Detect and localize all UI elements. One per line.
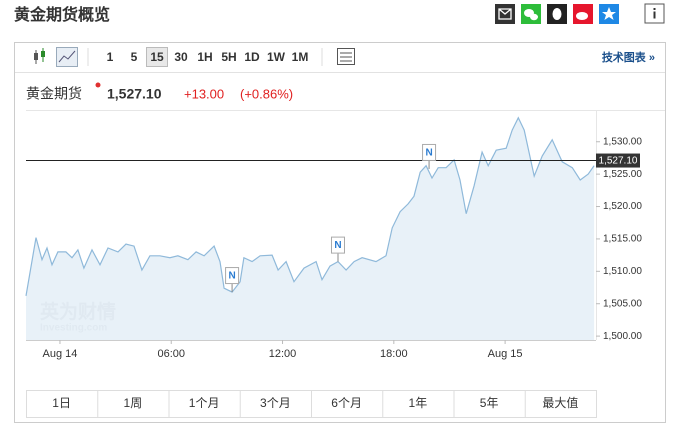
interval-button[interactable]: 1M — [292, 50, 309, 64]
line-glyph — [58, 50, 76, 63]
range-button[interactable]: 1周 — [124, 396, 143, 410]
x-tick-label: Aug 14 — [43, 348, 78, 360]
news-flag-label[interactable]: N — [228, 271, 235, 282]
current-price-tag — [596, 153, 640, 168]
news-flag-label[interactable]: N — [334, 240, 341, 251]
news-flag[interactable] — [225, 267, 240, 285]
x-tick-label: 18:00 — [380, 348, 408, 360]
interval-button[interactable]: 1 — [107, 50, 114, 64]
interval-button[interactable]: 1W — [267, 50, 286, 64]
interval-button[interactable]: 30 — [174, 50, 188, 64]
interval-button[interactable]: 1D — [244, 50, 260, 64]
news-flag-label[interactable]: N — [425, 148, 432, 159]
range-button[interactable]: 3个月 — [260, 396, 291, 410]
quote-price: 1,527.10 — [107, 86, 162, 102]
range-button[interactable]: 1年 — [409, 396, 428, 410]
mail-glyph — [498, 8, 512, 20]
candle-glyph — [41, 51, 45, 57]
share-icons[interactable] — [495, 3, 665, 24]
candle-glyph — [34, 53, 38, 60]
y-tick-label: 1,525.00 — [603, 169, 642, 180]
current-price-label: 1,527.10 — [599, 156, 638, 167]
quote-name: 黄金期货 — [26, 86, 82, 102]
interval-button[interactable]: 5 — [131, 50, 138, 64]
y-tick-label: 1,500.00 — [603, 331, 642, 342]
qq-glyph — [552, 8, 562, 20]
news-flag[interactable] — [422, 143, 437, 161]
range-button[interactable]: 1日 — [52, 396, 71, 410]
y-tick-label: 1,505.00 — [603, 298, 642, 309]
interval-selected[interactable] — [146, 47, 168, 67]
x-tick-label: 12:00 — [269, 348, 297, 360]
range-button[interactable]: 1个月 — [189, 396, 220, 410]
range-button[interactable]: 6个月 — [331, 396, 362, 410]
y-tick-label: 1,510.00 — [603, 266, 642, 277]
price-line-series — [25, 116, 595, 297]
weibo-glyph — [576, 12, 588, 20]
tech-chart-link[interactable]: 技术图表 » — [602, 50, 655, 64]
line-button[interactable] — [56, 47, 78, 67]
wechat-glyph — [530, 13, 538, 21]
news-flag[interactable] — [330, 236, 345, 254]
y-tick-label: 1,520.00 — [603, 201, 642, 212]
y-tick-label: 1,515.00 — [603, 234, 642, 245]
area-fill — [26, 117, 595, 340]
interval-button[interactable]: 1H — [197, 50, 212, 64]
quote-change-pct: (+0.86%) — [240, 86, 293, 101]
page-title: 黄金期货概览 — [14, 5, 110, 24]
x-tick-label: Aug 15 — [488, 348, 523, 360]
chart-type-buttons — [34, 47, 355, 67]
star-glyph — [602, 7, 616, 20]
table-button[interactable] — [337, 48, 355, 65]
interval-button[interactable]: 5H — [221, 50, 236, 64]
range-button[interactable]: 最大值 — [542, 395, 578, 410]
x-tick-label: 06:00 — [157, 348, 185, 360]
interval-button[interactable]: 15 — [150, 50, 164, 64]
info-glyph — [653, 8, 656, 10]
live-dot — [95, 82, 101, 88]
info-glyph — [653, 11, 656, 19]
quote-change: +13.00 — [184, 86, 224, 101]
range-button[interactable]: 5年 — [480, 396, 499, 410]
y-tick-label: 1,530.00 — [603, 136, 642, 147]
candle-button[interactable] — [34, 48, 45, 64]
